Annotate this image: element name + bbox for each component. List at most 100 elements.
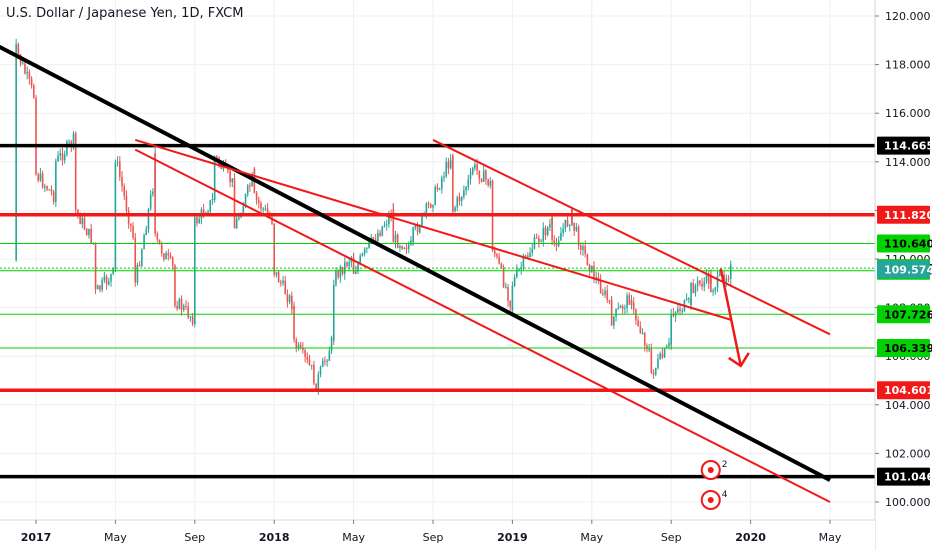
candle-body: [310, 364, 313, 366]
candle-body: [595, 277, 598, 279]
candle-body: [116, 161, 119, 163]
level-label-bg: [877, 234, 930, 253]
level-label-bg: [877, 205, 930, 224]
candle-body: [178, 298, 181, 309]
trend-channel-top-2018: [432, 139, 831, 336]
candle-body: [553, 240, 556, 244]
candle-body: [315, 383, 317, 392]
candle-body: [650, 348, 653, 352]
candle-body: [61, 153, 64, 161]
candle-body: [535, 237, 538, 239]
candle-body: [621, 306, 624, 309]
candle-body: [566, 219, 569, 227]
candle-body: [110, 274, 112, 282]
candle-body: [648, 348, 650, 350]
candle-body: [198, 218, 201, 224]
candle-body: [88, 228, 90, 236]
candle-body: [359, 255, 362, 264]
candle-body: [163, 253, 165, 260]
candle-body: [313, 364, 315, 379]
chart-title: U.S. Dollar / Japanese Yen, 1D, FXCM: [6, 6, 244, 21]
candle-body: [637, 320, 639, 327]
candle-body: [624, 307, 626, 309]
event-marker-dot: [707, 467, 714, 473]
candle-body: [652, 372, 655, 375]
candle-body: [85, 228, 88, 236]
candle-body: [55, 198, 57, 202]
candle-body: [355, 271, 357, 274]
current-price-bg: [877, 260, 930, 279]
x-tick-label: May: [342, 531, 365, 544]
projection-arrow-head: [728, 352, 750, 368]
candle-body: [275, 272, 278, 275]
candle-body: [718, 274, 721, 276]
candle-body: [134, 237, 137, 251]
candle-body: [432, 204, 434, 208]
candle-body: [485, 170, 487, 180]
candle-body: [465, 187, 467, 191]
candle-body: [231, 178, 234, 183]
candle-body: [41, 173, 44, 188]
x-tick-label: 2020: [735, 531, 766, 544]
candle-body: [538, 238, 540, 243]
candle-body: [377, 233, 379, 242]
trend-channel-top-2017: [134, 138, 732, 321]
y-tick-label: 120.000: [885, 10, 931, 23]
level-label-text: 107.726: [884, 308, 932, 321]
candle-body: [101, 280, 103, 290]
candle-body: [529, 252, 531, 258]
candle-body: [17, 44, 20, 55]
time-axis-bg: [0, 520, 875, 550]
y-tick-label: 116.000: [885, 107, 931, 120]
candle-body: [632, 302, 635, 310]
candle-body: [96, 285, 99, 290]
candle-body: [661, 353, 664, 358]
candle-body: [703, 281, 706, 287]
x-tick-label: May: [819, 531, 842, 544]
trend-long-term-downtrend: [0, 44, 831, 482]
level-label-111.820: 111.820: [877, 205, 932, 224]
candle-body: [160, 244, 163, 254]
candle-body: [123, 186, 126, 196]
candle-body: [169, 255, 172, 258]
y-tick-label: 118.000: [885, 59, 931, 72]
trend-channel-bottom-2017: [134, 148, 831, 503]
candle-body: [412, 227, 414, 242]
candle-body: [381, 226, 384, 236]
candle-body: [441, 177, 443, 189]
candle-body: [244, 194, 247, 207]
candle-body: [500, 263, 503, 268]
candle-body: [511, 285, 514, 311]
candle-body: [522, 256, 525, 268]
candle-body: [321, 360, 324, 368]
level-label-106.339: 106.339: [877, 338, 932, 357]
candle-body: [410, 240, 412, 245]
price-series: [15, 38, 732, 395]
candle-body: [504, 287, 507, 289]
candle-body: [646, 345, 648, 350]
candle-body: [467, 179, 470, 188]
candle-body: [180, 298, 183, 310]
candle-body: [613, 316, 615, 326]
candle-body: [471, 168, 474, 173]
candle-body: [291, 295, 293, 310]
candle-body: [456, 197, 459, 208]
event-marker-dot: [707, 497, 714, 503]
level-label-text: 101.046: [884, 471, 932, 484]
candle-body: [610, 300, 613, 326]
candle-body: [374, 239, 377, 242]
candle-body: [474, 164, 476, 169]
candle-body: [707, 273, 710, 284]
candle-body: [699, 280, 701, 284]
candle-body: [185, 305, 187, 307]
candle-body: [549, 224, 551, 228]
candle-body: [491, 185, 494, 251]
candle-body: [233, 193, 236, 229]
trend-lines: [0, 44, 831, 503]
candle-body: [668, 342, 670, 347]
candle-body: [288, 295, 291, 302]
candle-body: [654, 367, 657, 375]
candle-body: [32, 85, 35, 98]
